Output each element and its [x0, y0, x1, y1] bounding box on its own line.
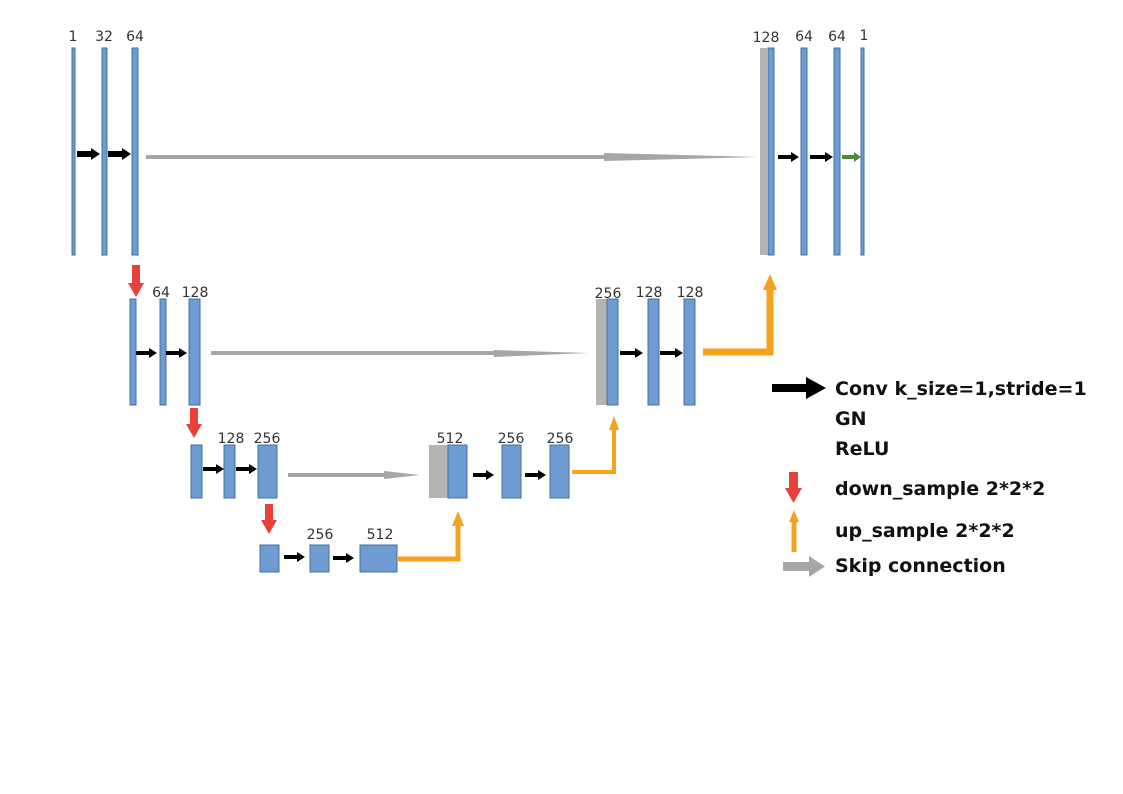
feature-map-block [647, 298, 660, 406]
skip-connection-arrow [211, 350, 588, 357]
channel-label-64: 64 [828, 29, 846, 45]
legend-relu-text: ReLU [835, 438, 889, 460]
channel-label-1: 1 [69, 29, 78, 45]
channel-label-256: 256 [307, 527, 334, 543]
conv-arrow [810, 152, 833, 162]
channel-label-512: 512 [367, 527, 394, 543]
conv-arrow [236, 464, 257, 474]
channel-label-128: 128 [182, 285, 209, 301]
legend-down-arrow-icon [785, 472, 802, 503]
down-sample-arrow [261, 504, 277, 534]
feature-map-block [606, 298, 619, 406]
conv-arrow [136, 348, 157, 358]
feature-map-block [447, 444, 468, 499]
feature-map-block [359, 544, 398, 573]
level-2-encoder: 64 128 [129, 285, 209, 406]
concatenated-block [429, 445, 448, 498]
channel-label-512: 512 [437, 431, 464, 447]
final-conv-arrow [842, 152, 861, 162]
level-3-decoder: 512 256 256 [429, 431, 574, 499]
level-1-decoder: 128 64 64 1 [753, 28, 869, 256]
conv-arrow [284, 552, 305, 562]
legend-up-text: up_sample 2*2*2 [835, 520, 1015, 542]
feature-map-block [71, 47, 76, 256]
channel-label-128: 128 [753, 30, 780, 46]
legend-gn-text: GN [835, 408, 867, 430]
channel-label-1: 1 [860, 28, 869, 44]
level-1-encoder: 1 32 64 [69, 29, 144, 256]
conv-arrow [660, 348, 683, 358]
conv-arrow [166, 348, 187, 358]
conv-arrow [77, 148, 100, 160]
feature-map-block [188, 298, 201, 406]
legend-conv-arrow-icon [772, 377, 826, 399]
channel-label-128: 128 [677, 285, 704, 301]
feature-map-block [159, 298, 167, 406]
feature-map-block [683, 298, 696, 406]
channel-label-128: 128 [218, 431, 245, 447]
feature-map-block [131, 47, 139, 256]
conv-arrow [203, 464, 224, 474]
channel-label-64: 64 [126, 29, 144, 45]
level-2-decoder: 256 128 128 [595, 285, 704, 406]
down-sample-arrow [186, 408, 202, 438]
channel-label-64: 64 [795, 29, 813, 45]
channel-label-256: 256 [595, 286, 622, 302]
skip-connection-arrow [146, 153, 758, 161]
level-3-encoder: 128 256 [190, 431, 281, 499]
channel-label-256: 256 [498, 431, 525, 447]
channel-label-128: 128 [636, 285, 663, 301]
feature-map-block [101, 47, 108, 256]
channel-label-256: 256 [254, 431, 281, 447]
feature-map-block [259, 544, 280, 573]
output-block [860, 47, 865, 256]
conv-arrow [108, 148, 131, 160]
level-4-bottleneck: 256 512 [259, 527, 398, 573]
skip-connection-arrow [288, 471, 420, 479]
legend-skip-text: Skip connection [835, 555, 1006, 577]
up-sample-arrow [703, 274, 777, 356]
down-sample-arrow [128, 265, 144, 297]
legend: Conv k_size=1,stride=1 GN ReLU down_samp… [772, 377, 1087, 577]
feature-map-block [549, 444, 570, 499]
conv-arrow [620, 348, 643, 358]
up-sample-arrow [398, 511, 464, 562]
concatenated-block [760, 48, 767, 255]
legend-down-text: down_sample 2*2*2 [835, 478, 1045, 500]
feature-map-block [190, 444, 203, 499]
feature-map-block [223, 444, 236, 499]
feature-map-block [800, 47, 808, 256]
conv-arrow [525, 470, 546, 480]
legend-up-arrow-icon [789, 510, 799, 552]
channel-label-32: 32 [95, 29, 113, 45]
feature-map-block [767, 47, 775, 256]
feature-map-block [129, 298, 137, 406]
channel-label-256: 256 [547, 431, 574, 447]
legend-conv-text: Conv k_size=1,stride=1 [835, 378, 1087, 400]
feature-map-block [257, 444, 278, 499]
conv-arrow [778, 152, 799, 162]
up-sample-arrow [572, 416, 619, 474]
legend-skip-arrow-icon [783, 556, 825, 577]
conv-arrow [333, 553, 354, 563]
feature-map-block [501, 444, 522, 499]
concatenated-block [596, 299, 607, 405]
feature-map-block [833, 47, 841, 256]
conv-arrow [473, 470, 494, 480]
channel-label-64: 64 [152, 285, 170, 301]
feature-map-block [309, 544, 330, 573]
